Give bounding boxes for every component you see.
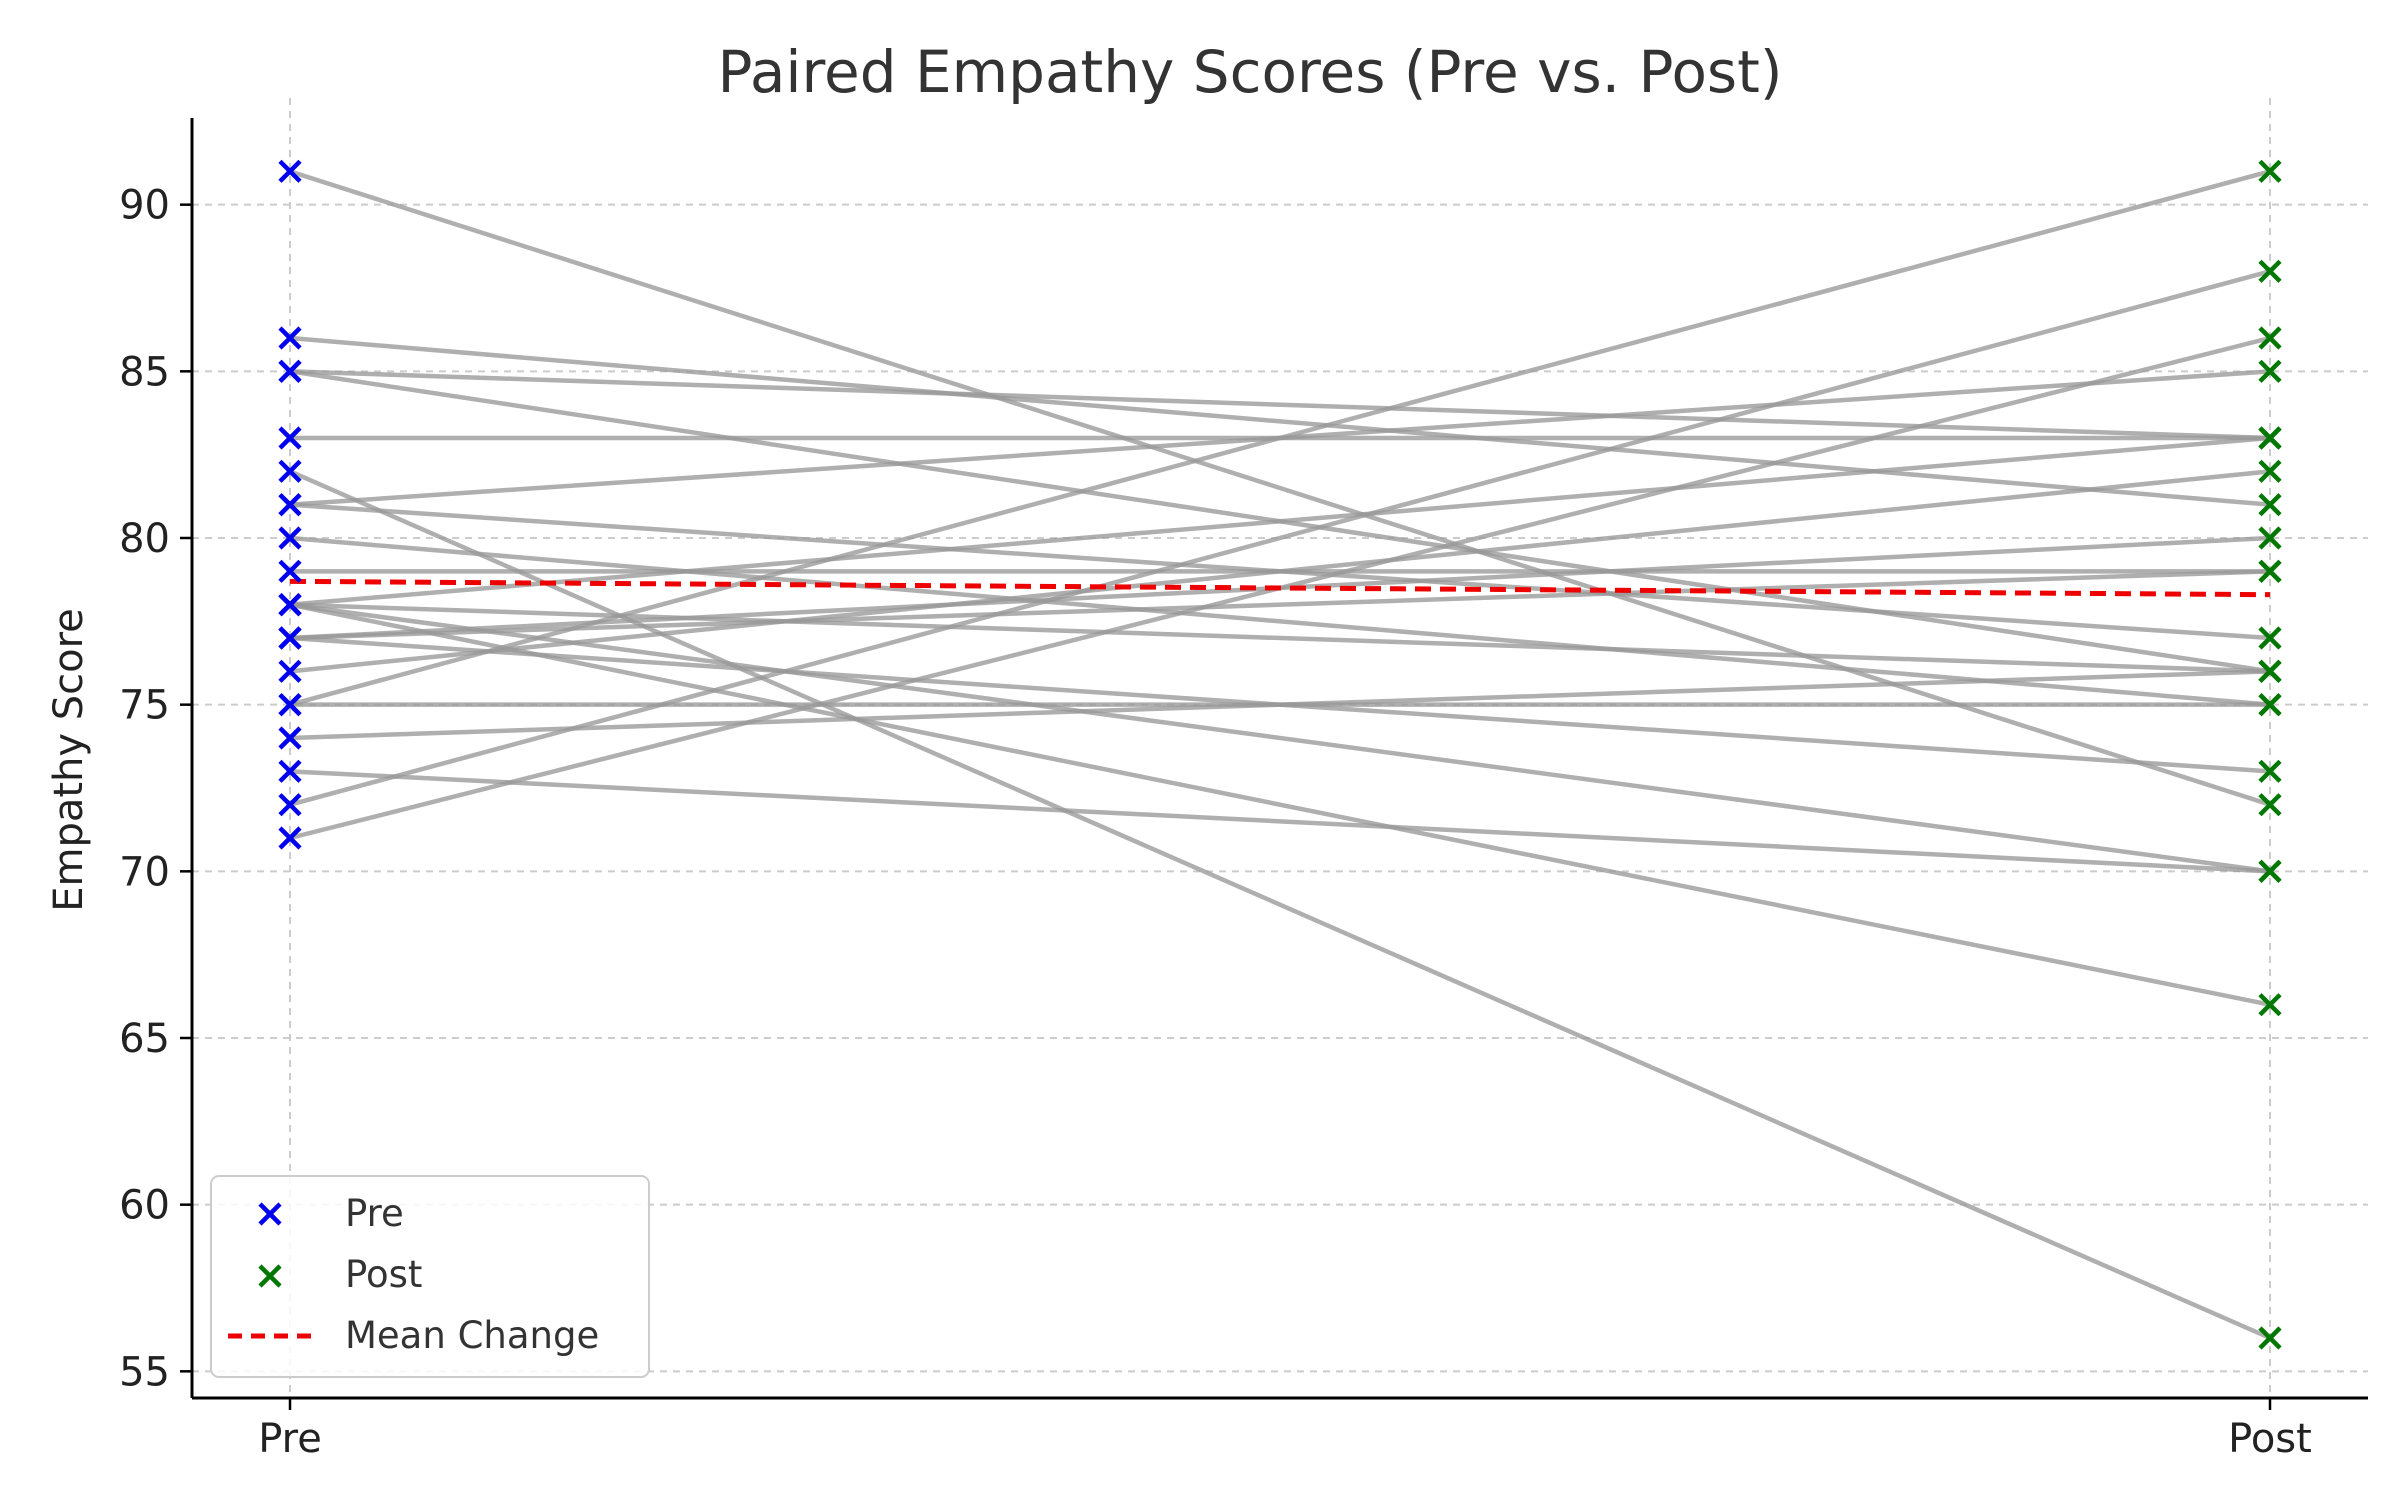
y-tick-label: 60	[119, 1183, 170, 1229]
legend-post-label: Post	[345, 1253, 422, 1296]
post-point	[2258, 426, 2282, 450]
pre-point	[278, 493, 302, 517]
pair-line	[289, 169, 2271, 707]
pair-line	[289, 602, 2271, 1007]
pre-point	[278, 726, 302, 750]
post-point	[2258, 526, 2282, 550]
pair-line	[289, 669, 2271, 741]
pre-point	[278, 793, 302, 817]
post-point	[2258, 1326, 2282, 1350]
y-tick-label: 65	[119, 1016, 170, 1062]
legend-box	[210, 1175, 650, 1378]
y-tick-label: 70	[119, 849, 170, 895]
legend-mean-label: Mean Change	[345, 1314, 599, 1357]
chart-title: Paired Empathy Scores (Pre vs. Post)	[717, 38, 1782, 106]
post-point	[2258, 793, 2282, 817]
post-point	[2258, 859, 2282, 883]
markers	[278, 159, 2282, 1350]
post-point	[2258, 459, 2282, 483]
pair-line	[289, 769, 2271, 874]
pair-line	[289, 535, 2271, 707]
mean-change-line	[289, 578, 2271, 598]
post-point	[2258, 359, 2282, 383]
x-tick-label: Pre	[258, 1416, 322, 1462]
legend-post-cross	[258, 1264, 282, 1288]
post-point	[2258, 659, 2282, 683]
pre-point	[278, 359, 302, 383]
pre-point	[278, 826, 302, 850]
pair-lines	[289, 169, 2271, 1341]
x-tick-label: Post	[2228, 1416, 2312, 1462]
mean-change-layer	[289, 578, 2271, 598]
axes	[190, 118, 2368, 1400]
y-tick-label: 75	[119, 683, 170, 729]
pair-line	[289, 269, 2271, 807]
pair-line	[289, 369, 2271, 441]
pair-line	[289, 602, 2271, 874]
y-tick-label: 85	[119, 349, 170, 395]
pair-line	[289, 469, 2271, 674]
legend: Pre Post Mean Change	[210, 1175, 650, 1378]
pre-point	[278, 693, 302, 717]
y-tick-label: 55	[119, 1349, 170, 1395]
post-point	[2258, 993, 2282, 1017]
pair-line	[289, 435, 2271, 607]
legend-pre-marker	[258, 1202, 282, 1226]
legend-pre-cross	[258, 1202, 282, 1226]
tick-labels: 55 60 65 70 75 80 85 90 Pre Post	[119, 183, 2312, 1462]
post-point	[2258, 693, 2282, 717]
pre-point	[278, 326, 302, 350]
pre-point	[278, 593, 302, 617]
pre-point	[278, 426, 302, 450]
y-axis-label: Empathy Score	[46, 608, 92, 912]
post-point	[2258, 159, 2282, 183]
post-point	[2258, 259, 2282, 283]
post-point	[2258, 493, 2282, 517]
pair-line	[289, 169, 2271, 807]
pair-line	[289, 335, 2271, 507]
pre-point	[278, 559, 302, 583]
legend-pre-label: Pre	[345, 1192, 404, 1235]
post-point	[2258, 626, 2282, 650]
pre-point	[278, 159, 302, 183]
pair-line	[289, 569, 2271, 641]
y-tick-label: 80	[119, 516, 170, 562]
post-point	[2258, 559, 2282, 583]
pre-point	[278, 526, 302, 550]
y-tick-label: 90	[119, 183, 170, 229]
pre-point	[278, 759, 302, 783]
post-point	[2258, 326, 2282, 350]
pre-point	[278, 459, 302, 483]
pre-point	[278, 659, 302, 683]
pair-line	[289, 602, 2271, 674]
legend-post-marker	[258, 1264, 282, 1288]
pre-point	[278, 626, 302, 650]
post-point	[2258, 759, 2282, 783]
